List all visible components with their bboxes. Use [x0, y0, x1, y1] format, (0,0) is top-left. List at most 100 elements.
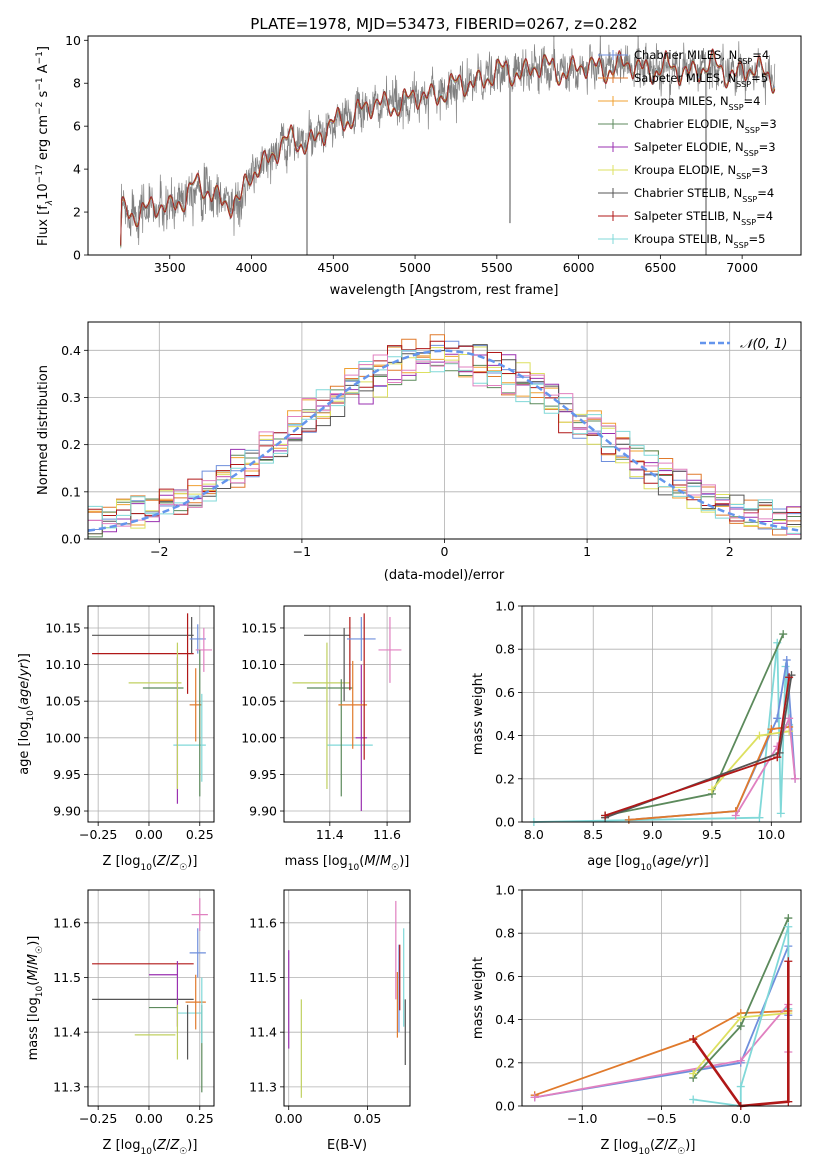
x-tick-label: 9.0	[643, 827, 663, 842]
weight-marker	[775, 748, 784, 757]
axes-frame	[521, 889, 802, 1107]
weight-line-salp_miles	[534, 1010, 789, 1097]
spectrum-data-line	[120, 36, 776, 255]
spectrum-xlabel-text: wavelength [Angstrom, rest frame]	[330, 283, 559, 298]
legend-label: Chabrier ELODIE, NSSP=3	[634, 117, 777, 135]
spectrum-y-ticks: 0 2 4 6 8 10	[65, 33, 88, 263]
x-tick-label: 7000	[726, 260, 758, 275]
y-tick-label: 11.4	[53, 1025, 81, 1040]
y-tick-label: 9.95	[249, 767, 277, 782]
weight-marker	[784, 914, 793, 923]
age-vs-z-xlabel: Z [log10(Z/Z☉)]	[103, 854, 198, 873]
legend-label: Chabrier STELIB, NSSP=4	[634, 186, 774, 204]
y-tick-label: 10.10	[241, 657, 277, 672]
x-tick-label: −0.5	[646, 1111, 676, 1126]
weight-marker	[689, 1095, 698, 1104]
axes-frame	[521, 605, 802, 823]
residual-axes-frame	[87, 321, 802, 540]
weight-marker	[601, 811, 610, 820]
mass-vs-ebv-panel: 0.00 0.05 11.3 11.4 11.5 11.6	[249, 889, 411, 1126]
x-tick-label: 6000	[563, 260, 595, 275]
y-tick-label: 11.6	[249, 915, 277, 930]
y-tick-label: 10.00	[241, 730, 277, 745]
age-vs-mass-panel: 11.4 11.6 9.90 9.95 10.00 10.05 10.10 10.15	[241, 605, 411, 842]
axes-frame	[283, 605, 411, 823]
x-tick-label: 0.00	[135, 1111, 163, 1126]
y-tick-label: 0.6	[495, 685, 515, 700]
axes-frame	[283, 889, 411, 1107]
weight-marker	[731, 811, 740, 820]
x-tick-label: 5000	[399, 260, 431, 275]
weight-marker	[736, 1082, 745, 1091]
y-tick-label: 1.0	[495, 599, 515, 614]
y-tick-label: 0.0	[495, 1099, 515, 1114]
weight-marker	[530, 1093, 539, 1102]
spectrum-model-salp_stelib	[120, 48, 776, 245]
mass-vs-z-panel: −0.25 0.00 0.25 11.3 11.4 11.5 11.6	[53, 889, 215, 1126]
weight-marker	[784, 1097, 793, 1106]
spectrum-title: PLATE=1978, MJD=53473, FIBERID=0267, z=0…	[250, 15, 637, 33]
y-tick-label: 8	[73, 76, 81, 91]
weight-marker	[736, 1022, 745, 1031]
spectrum-panel: PLATE=1978, MJD=53473, FIBERID=0267, z=0…	[35, 15, 802, 298]
weight-line-salp_stelib	[692, 961, 790, 1108]
x-tick-label: 0.25	[186, 827, 214, 842]
age-vs-z-panel: −0.25 0.00 0.25 9.90 9.95 10.00 10.05 10.10 10.1…	[45, 605, 215, 842]
x-tick-label: 4000	[236, 260, 268, 275]
y-tick-label: 0.8	[495, 926, 515, 941]
mass-vs-ebv-xlabel: E(B-V)	[327, 1138, 367, 1153]
spectrum-legend: Chabrier MILES, NSSP=4 Salpeter MILES, NS…	[598, 48, 777, 250]
x-tick-label: 6500	[644, 260, 676, 275]
x-tick-label: 11.6	[373, 827, 401, 842]
x-tick-label: 0.05	[354, 1111, 382, 1126]
y-tick-label: 10.05	[241, 694, 277, 709]
legend-label: Kroupa MILES, NSSP=4	[634, 94, 760, 112]
y-tick-label: 11.5	[53, 970, 81, 985]
residual-steps	[88, 334, 801, 539]
weight-vs-z-xlabel: Z [log10(Z/Z☉)]	[601, 1138, 696, 1157]
axes-frame	[87, 605, 215, 823]
x-tick-label: −1	[293, 544, 311, 559]
weight-line-chab_elodie	[604, 633, 785, 817]
x-tick-label: 4500	[317, 260, 349, 275]
weight-vs-age-panel: 8.0 8.5 9.0 9.5 10.0 0.0 0.2 0.4 0.6 0.8 1.0	[495, 599, 802, 842]
weight-line-krou_stelib	[533, 642, 790, 823]
y-tick-label: 10.15	[45, 620, 81, 635]
residual-xlabel: (data-model)/error	[384, 568, 505, 583]
y-tick-label: 0.4	[61, 343, 81, 358]
weight-marker	[785, 727, 794, 736]
residual-legend-label: 𝒩(0, 1)	[740, 337, 787, 352]
residual-panel: −2 −1 0 1 2 0.0 0.1 0.2 0.3 0.4 (data-model)/erro…	[36, 321, 802, 583]
residual-grid: −2 −1 0 1 2 0.0 0.1 0.2 0.3 0.4	[61, 322, 801, 559]
legend-label: Salpeter MILES, NSSP=5	[634, 71, 768, 89]
y-tick-label: 9.95	[53, 767, 81, 782]
y-tick-label: 9.90	[249, 804, 277, 819]
weight-marker	[779, 630, 788, 639]
weight-marker	[784, 922, 793, 931]
x-tick-label: 11.4	[316, 827, 344, 842]
spectrum-ylabel: Flux [fλ10−17 erg cm−2 s−1 A−1]	[35, 46, 55, 246]
x-tick-label: 1	[583, 544, 591, 559]
weight-vs-age-ylabel: mass weight	[471, 673, 486, 755]
weight-marker	[773, 714, 782, 723]
y-tick-label: 0.4	[495, 1012, 515, 1027]
y-tick-label: 0.3	[61, 390, 81, 405]
weight-marker	[689, 1035, 698, 1044]
y-tick-label: 0	[73, 248, 81, 263]
weight-marker	[784, 957, 793, 966]
weight-marker	[689, 1069, 698, 1078]
y-tick-label: 10.00	[45, 730, 81, 745]
weight-vs-z-ylabel: mass weight	[471, 957, 486, 1039]
y-tick-label: 11.3	[53, 1079, 81, 1094]
y-tick-label: 0.1	[61, 484, 81, 499]
x-tick-label: 8.0	[524, 827, 544, 842]
y-tick-label: 0.6	[495, 969, 515, 984]
legend-label: Chabrier MILES, NSSP=4	[634, 48, 769, 66]
y-tick-label: 9.90	[53, 804, 81, 819]
weight-marker	[782, 656, 791, 664]
spectrum-x-ticks: 3500 4000 4500 5000 5500 6000 6500 7000	[154, 255, 758, 275]
y-tick-label: 11.3	[249, 1079, 277, 1094]
y-tick-label: 10.10	[45, 657, 81, 672]
y-tick-label: 0.2	[495, 1055, 515, 1070]
